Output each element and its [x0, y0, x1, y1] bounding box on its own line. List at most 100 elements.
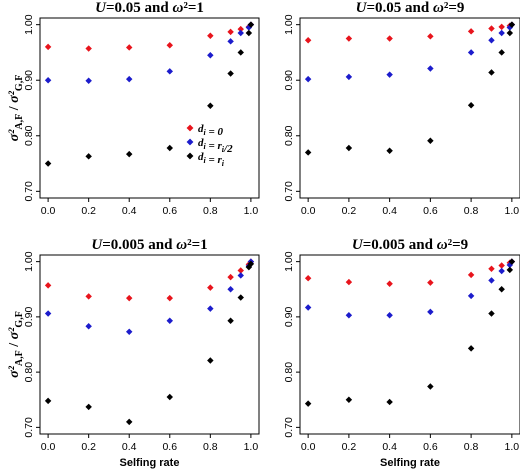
x-axis-label: Selfing rate	[380, 457, 440, 469]
data-point-series-3	[237, 294, 244, 301]
x-tick-label: 0.2	[81, 441, 96, 453]
data-point-series-1	[427, 279, 434, 286]
data-point-series-3	[304, 400, 312, 407]
data-point-series-3	[44, 397, 52, 405]
data-point-series-3	[488, 69, 495, 76]
y-tick-label: 0.80	[23, 362, 35, 383]
x-axis-label: Selfing rate	[120, 457, 180, 469]
x-tick-label: 1.0	[505, 441, 520, 453]
y-tick-label: 1.00	[23, 14, 35, 35]
y-tick-label: 0.70	[23, 417, 35, 438]
y-tick-label: 0.70	[23, 181, 35, 202]
data-point-series-3	[508, 258, 516, 265]
y-tick-label: 1.00	[23, 251, 35, 272]
x-tick-label: 0.0	[301, 205, 316, 217]
data-point-series-2	[125, 328, 133, 336]
data-point-series-3	[467, 101, 475, 109]
data-point-series-3	[85, 153, 92, 160]
data-point-series-2	[467, 292, 475, 300]
data-point-series-2	[44, 310, 52, 317]
data-point-series-1	[427, 33, 434, 40]
data-point-series-1	[85, 45, 92, 52]
chart-panel-1: U=0.05 and ω²=1 0.0 0.2 0.4 0.6 0.8 1.0 0.70 0.8…	[7, 0, 260, 217]
data-point-series-2	[166, 317, 174, 324]
data-point-series-2	[207, 51, 214, 59]
x-tick-label: 0.8	[203, 441, 218, 453]
data-point-series-3	[207, 102, 214, 110]
x-tick-label: 0.6	[423, 205, 438, 217]
data-point-series-3	[227, 317, 234, 324]
chart-title: U=0.05 and ω²=1	[95, 0, 204, 16]
data-point-series-2	[386, 311, 393, 319]
chart-title: U=0.05 and ω²=9	[356, 0, 465, 16]
y-tick-label: 0.90	[23, 306, 35, 327]
data-point-series-1	[125, 44, 133, 51]
x-tick-label: 1.0	[505, 205, 520, 217]
data-point-series-3	[245, 29, 253, 37]
x-tick-label: 1.0	[244, 441, 259, 453]
data-point-series-3	[85, 403, 92, 411]
data-point-series-2	[345, 311, 353, 319]
data-point-series-1	[386, 280, 393, 287]
x-tick-label: 0.2	[342, 205, 357, 217]
data-point-series-2	[304, 304, 312, 311]
data-point-series-2	[227, 38, 234, 45]
chart-title: U=0.005 and ω²=9	[352, 237, 468, 253]
x-tick-label: 0.4	[122, 205, 137, 217]
data-point-series-1	[44, 43, 52, 51]
data-point-series-3	[345, 144, 353, 152]
data-point-series-3	[125, 150, 133, 158]
x-tick-label: 0.6	[162, 205, 177, 217]
data-point-series-3	[44, 160, 52, 167]
data-point-series-1	[166, 41, 174, 49]
data-point-series-2	[488, 36, 495, 44]
legend-marker	[186, 124, 194, 132]
data-point-series-2	[227, 286, 234, 293]
data-point-series-1	[207, 32, 214, 40]
data-point-series-1	[227, 28, 234, 36]
data-point-series-3	[488, 310, 495, 317]
data-point-series-2	[237, 272, 244, 279]
plot-frame	[39, 17, 260, 199]
chart-panel-3: U=0.005 and ω²=1 0.0 0.2 0.4 0.6 0.8 1.0 0.70 0.…	[7, 237, 260, 469]
data-point-series-3	[506, 266, 514, 274]
y-tick-label: 0.80	[283, 362, 295, 383]
y-axis-label: σ²A,F / σ²G,F	[7, 311, 25, 378]
x-tick-label: 0.4	[122, 441, 137, 453]
data-point-series-3	[427, 137, 434, 145]
data-point-series-1	[345, 278, 353, 286]
data-point-series-2	[498, 267, 505, 275]
x-tick-label: 0.0	[41, 205, 56, 217]
data-point-series-3	[247, 260, 255, 268]
data-point-series-3	[498, 49, 505, 56]
legend-marker	[186, 152, 194, 160]
x-tick-label: 0.8	[464, 441, 479, 453]
data-point-series-2	[44, 76, 52, 84]
data-point-series-1	[44, 282, 52, 289]
data-point-series-1	[125, 294, 133, 302]
data-point-series-2	[467, 49, 475, 56]
data-point-series-3	[237, 49, 244, 56]
y-axis-label: σ²A,F / σ²G,F	[7, 75, 25, 142]
x-tick-label: 0.0	[41, 441, 56, 453]
x-tick-label: 0.8	[464, 205, 479, 217]
data-point-series-3	[386, 398, 393, 406]
data-point-series-3	[166, 393, 174, 401]
data-point-series-3	[386, 147, 393, 155]
data-point-series-1	[166, 294, 174, 302]
y-tick-label: 1.00	[283, 251, 295, 272]
data-point-series-3	[227, 70, 234, 77]
x-tick-label: 1.0	[244, 205, 259, 217]
data-point-series-1	[85, 293, 92, 300]
data-point-series-2	[304, 75, 312, 83]
legend-marker	[186, 138, 194, 146]
data-point-series-3	[166, 144, 174, 152]
y-tick-label: 0.90	[283, 70, 295, 91]
data-point-series-1	[467, 28, 475, 35]
data-point-series-1	[498, 262, 505, 269]
data-point-series-3	[207, 357, 214, 364]
data-point-series-2	[488, 277, 495, 284]
y-tick-label: 0.80	[283, 125, 295, 146]
x-tick-label: 0.4	[382, 205, 397, 217]
plot-frame	[299, 17, 520, 199]
